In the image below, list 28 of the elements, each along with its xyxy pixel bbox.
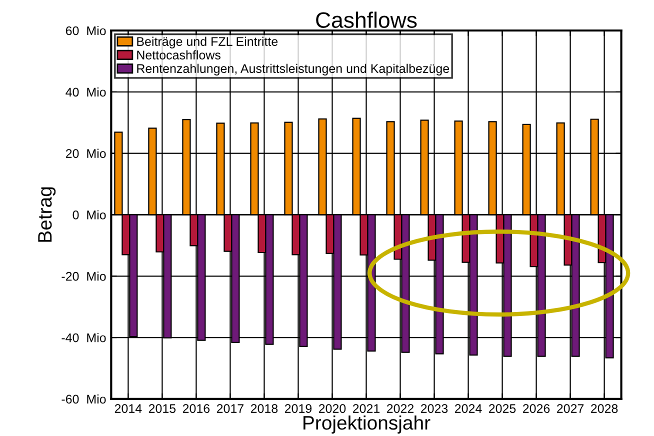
y-tick-label: -40 Mio — [62, 333, 106, 342]
y-tick-label: -20 Mio — [62, 272, 106, 281]
chart-title: Cashflows — [316, 12, 417, 28]
x-tick-label: 2017 — [216, 404, 244, 413]
legend-label: Nettocashflows — [137, 50, 220, 60]
x-tick-label: 2028 — [591, 404, 618, 413]
x-tick-label: 2020 — [318, 404, 346, 413]
x-tick-label: 2016 — [182, 404, 210, 413]
y-tick-label: -60 Mio — [62, 394, 106, 404]
y-tick-label: 40 Mio — [66, 87, 106, 97]
y-tick-label: 0 Mio — [72, 210, 106, 220]
x-tick-label: 2026 — [523, 404, 550, 413]
x-tick-label: 2022 — [386, 404, 414, 413]
x-tick-label: 2023 — [420, 404, 448, 413]
x-tick-label: 2015 — [148, 404, 176, 413]
x-tick-label: 2021 — [352, 404, 380, 413]
x-tick-label: 2014 — [114, 404, 142, 413]
x-tick-label: 2019 — [284, 404, 312, 413]
x-tick-label: 2027 — [557, 404, 584, 413]
y-tick-label: 60 Mio — [66, 26, 106, 36]
legend-label: Rentenzahlungen, Austrittsleistungen und Kapitalbezüge — [137, 64, 450, 76]
y-tick-label: 20 Mio — [66, 148, 106, 158]
legend-label: Beiträge und FZL Eintritte — [137, 36, 278, 48]
x-axis-title: Projektionsjahr — [304, 415, 430, 434]
x-tick-label: 2024 — [454, 404, 482, 413]
x-tick-label: 2018 — [250, 404, 278, 413]
x-tick-label: 2025 — [489, 404, 516, 413]
y-axis-title: Betrag — [38, 187, 56, 242]
